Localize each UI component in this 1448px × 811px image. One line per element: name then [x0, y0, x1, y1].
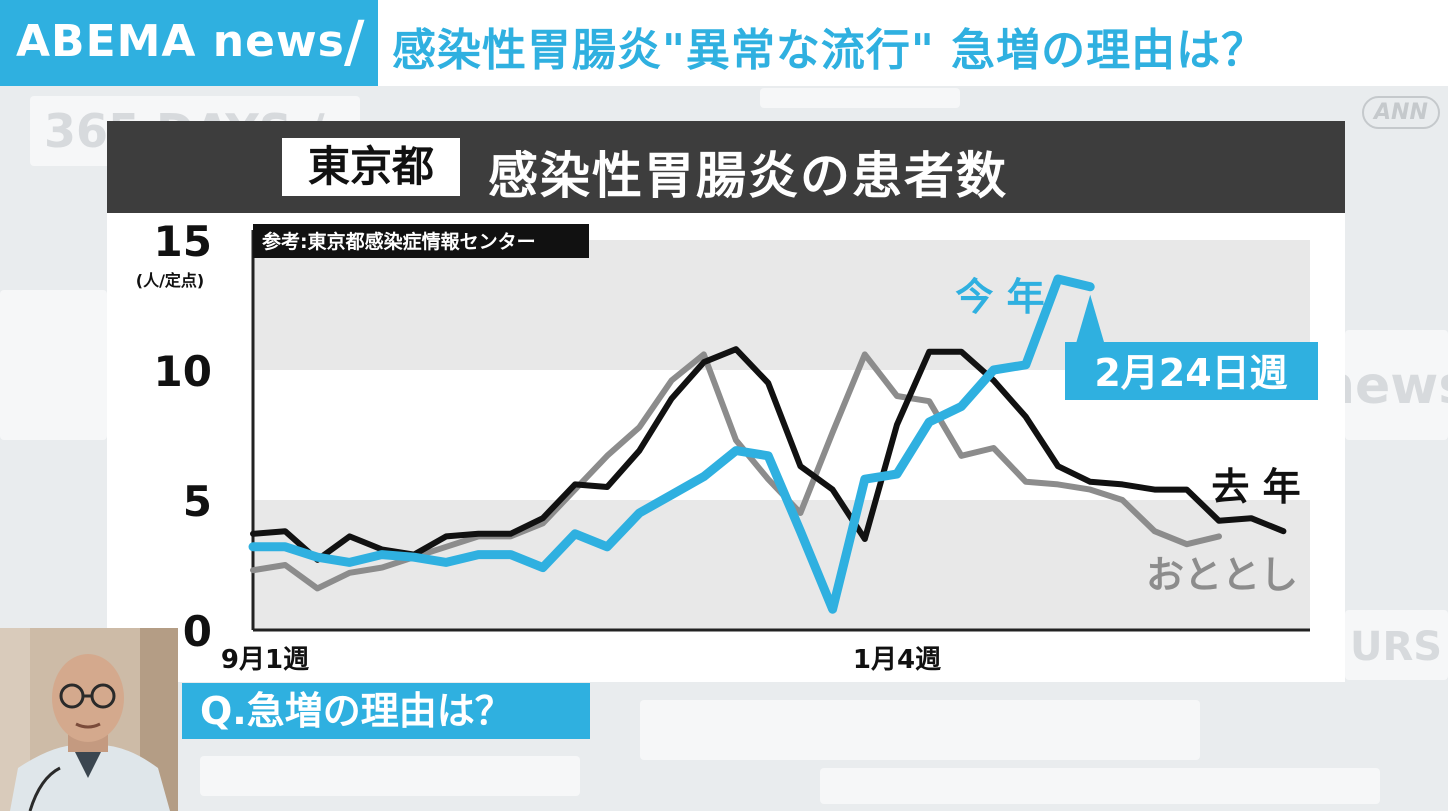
series-line-2 [248, 274, 1095, 614]
guest-video-feed [0, 628, 178, 811]
background-panel [1345, 330, 1448, 440]
source-label: 参考:東京都感染症情報センター [262, 230, 536, 253]
headline: 感染性胃腸炎"異常な流行" 急増の理由は？ [392, 25, 1267, 76]
x-tick-label: 9月1週 [221, 645, 309, 675]
question-caption: Q.急増の理由は？ [182, 683, 590, 739]
source-label-box [253, 224, 589, 258]
series-line-1 [250, 346, 1287, 563]
region-tag: 東京都 [282, 138, 460, 196]
series-label-1: 去 年 [1211, 465, 1300, 509]
background-panel [1345, 610, 1448, 680]
series-label-0: おととし [1146, 553, 1298, 597]
background-panel [640, 700, 1200, 760]
ann-watermark: ANN [1362, 96, 1440, 129]
y-tick-label: 0 [183, 607, 212, 656]
logo-slash-icon: / [344, 10, 365, 75]
y-tick-label: 15 [154, 217, 212, 266]
annotation-box [1065, 342, 1318, 400]
y-tick-label: 10 [154, 347, 212, 396]
logo-text: ABEMA news [16, 16, 345, 67]
guest-portrait-image [0, 628, 178, 811]
chart-title: 感染性胃腸炎の患者数 [488, 147, 1008, 205]
background-panel [820, 768, 1380, 804]
annotation-pointer [1076, 294, 1105, 343]
x-tick-label: 1月4週 [853, 645, 941, 675]
background-panel [760, 88, 960, 108]
background-panel [200, 756, 580, 796]
annotation-label: 2月24日週 [1094, 351, 1287, 395]
y-axis-label: (人/定点) [136, 271, 204, 290]
grid-band [253, 500, 1310, 630]
abema-news-logo: ABEMA news / [0, 0, 378, 86]
background-panel [0, 290, 107, 440]
y-tick-label: 5 [183, 477, 212, 526]
background-text: URS [1350, 624, 1443, 670]
series-label-2: 今 年 [955, 275, 1044, 319]
